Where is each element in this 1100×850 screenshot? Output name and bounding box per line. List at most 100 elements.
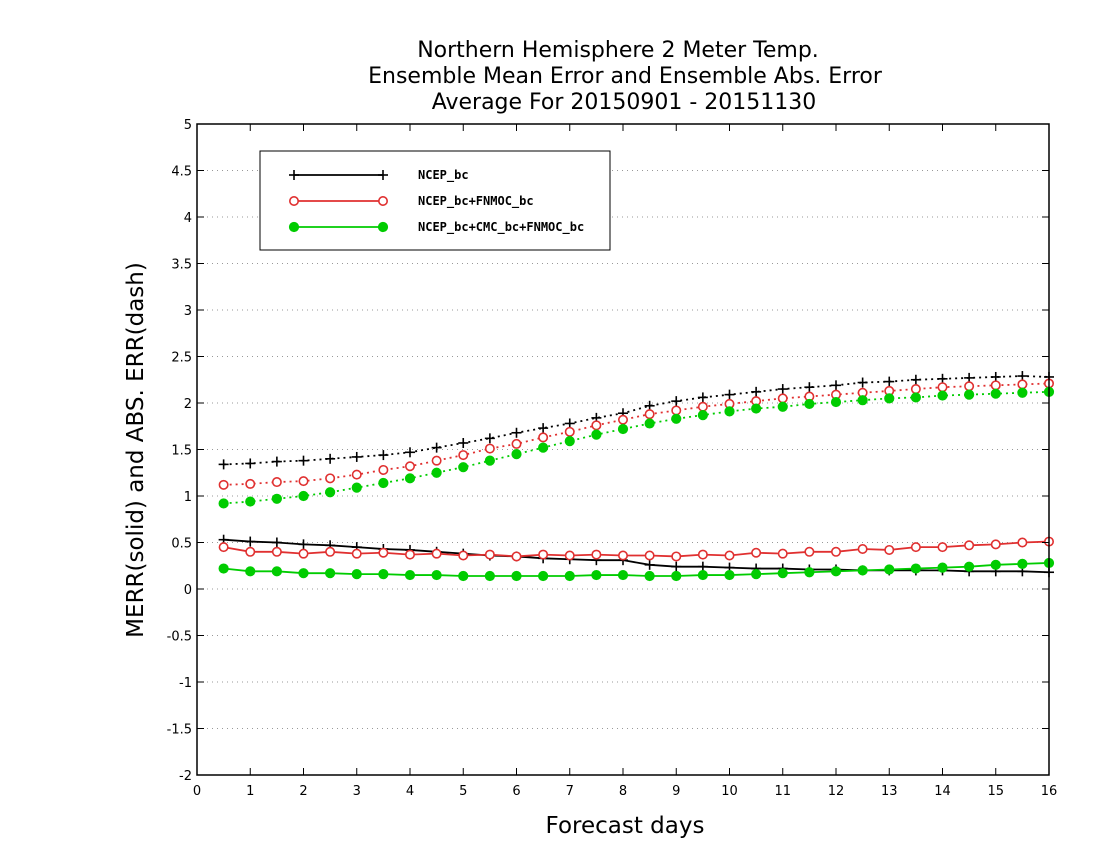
series-2-merr-point	[218, 542, 229, 553]
series-2-merr-point	[245, 546, 256, 557]
series-3-merr-point	[884, 564, 895, 575]
series-2-merr-point	[271, 546, 282, 557]
series-1-abs-err-point	[724, 389, 735, 400]
series-3-abs-err-point	[351, 482, 362, 493]
series-3-abs-err-point	[325, 487, 336, 498]
series-3-abs-err-point	[458, 462, 469, 473]
series-2-abs-err-point	[671, 405, 682, 416]
series-2-merr-point	[484, 549, 495, 560]
series-2-abs-err-point	[990, 380, 1001, 391]
y-tick-label: 4	[184, 211, 192, 226]
series-2-merr-point	[564, 550, 575, 561]
series-3-merr-point	[245, 566, 256, 577]
series-3-abs-err-point	[910, 392, 921, 403]
series-1-abs-err-point	[405, 447, 415, 458]
series-1-abs-err-point	[538, 423, 549, 434]
series-1-abs-err-point	[804, 382, 815, 393]
x-axis-label: Forecast days	[546, 813, 705, 839]
series-1-abs-err-point	[1017, 371, 1028, 382]
series-3-abs-err-point	[378, 477, 389, 489]
series-2-merr-point	[644, 550, 655, 561]
y-tick-label: 3.5	[171, 258, 192, 273]
series-3-merr-point	[910, 563, 921, 574]
series-3-merr-point	[990, 559, 1001, 570]
series-1-abs-err-point	[564, 418, 575, 429]
series-2-merr-point	[830, 546, 841, 557]
series-2-abs-err-point	[511, 438, 522, 449]
series-2-abs-err-point	[777, 393, 788, 404]
y-tick-label: 4.5	[171, 165, 192, 180]
series-1-abs-err-point	[937, 373, 948, 384]
series-2-abs-err-point	[964, 381, 975, 392]
series-2-abs-err-point	[404, 461, 415, 472]
series-3-abs-err-point	[617, 423, 629, 435]
series-3-abs-err-point	[990, 388, 1001, 399]
series-2-abs-err-point	[697, 401, 708, 412]
series-2-merr-point	[404, 549, 415, 560]
legend-label: NCEP_bc+FNMOC_bc	[418, 194, 534, 209]
series-2-merr-point	[884, 544, 895, 555]
series-2-merr-point	[511, 551, 522, 562]
series-1-abs-err-point	[831, 380, 841, 391]
series-3-merr-point	[511, 570, 522, 582]
series-3-merr-point	[591, 569, 602, 581]
series-2-merr-point	[937, 542, 948, 553]
series-3-abs-err-point	[937, 390, 948, 401]
x-tick-label: 4	[406, 784, 414, 799]
series-2-abs-err-point	[351, 469, 362, 480]
series-2-abs-err-point	[617, 414, 628, 425]
series-2-abs-err-point	[538, 432, 549, 443]
x-tick-label: 2	[299, 784, 307, 799]
x-tick-label: 7	[566, 784, 574, 799]
series-3-merr-point	[830, 566, 842, 577]
legend-marker	[288, 196, 299, 207]
series-3-merr-point	[378, 569, 389, 580]
series-2-merr-point	[591, 549, 602, 560]
y-tick-label: -1	[179, 676, 192, 691]
series-3-abs-err-point	[218, 498, 229, 509]
legend-marker	[378, 170, 388, 180]
series-2-abs-err-point	[458, 450, 469, 461]
series-3-merr-point	[697, 569, 708, 581]
series-2-abs-err-point	[564, 426, 575, 437]
y-tick-label: -0.5	[167, 630, 192, 645]
x-tick-label: 10	[721, 784, 738, 799]
series-2-merr-point	[857, 544, 868, 555]
series-1-merr-point	[245, 536, 256, 547]
series-2-merr-point	[298, 548, 309, 559]
legend-marker	[289, 170, 299, 180]
series-2-abs-err-point	[218, 479, 229, 490]
series-3-merr-point	[964, 561, 975, 572]
series-3-merr-point	[751, 569, 762, 580]
series-1-abs-err-point	[484, 433, 495, 444]
series-1-abs-err-point	[218, 459, 229, 470]
series-2-merr-point	[697, 549, 708, 560]
series-1-abs-err-point	[644, 400, 655, 411]
series-3-merr-point	[298, 568, 309, 579]
series-1-abs-err-point	[884, 376, 895, 387]
series-3-abs-err-point	[431, 467, 442, 478]
y-tick-label: 0	[184, 583, 192, 598]
series-2-merr-point	[378, 547, 389, 558]
series-1-abs-err-point	[271, 456, 282, 467]
series-2-merr-point	[804, 546, 815, 557]
y-tick-label: 2	[184, 397, 192, 412]
series-2-merr-point	[538, 549, 549, 560]
x-tick-label: 1	[246, 784, 254, 799]
axes: -2-1.5-1-0.500.511.522.533.544.550 1 2 3 4 5 6…	[167, 118, 1058, 799]
series-2-merr-point	[910, 542, 921, 553]
series-1-abs-err-point	[325, 453, 336, 464]
series-1-abs-err-point	[777, 384, 788, 395]
series-2-abs-err-point	[644, 409, 655, 420]
y-tick-label: 1	[184, 490, 192, 505]
series-3-merr-point	[1017, 558, 1028, 569]
series-3-abs-err-point	[804, 398, 815, 410]
series-3-abs-err-point	[830, 396, 842, 408]
series-1-abs-err-point	[671, 396, 682, 407]
series-3-abs-err-point	[697, 409, 708, 421]
series-2-merr-point	[458, 550, 469, 561]
y-tick-label: -1.5	[167, 723, 192, 738]
series-3-merr-point	[857, 565, 868, 576]
series-3-merr-point	[617, 569, 629, 581]
series-3-abs-err-point	[564, 436, 575, 447]
